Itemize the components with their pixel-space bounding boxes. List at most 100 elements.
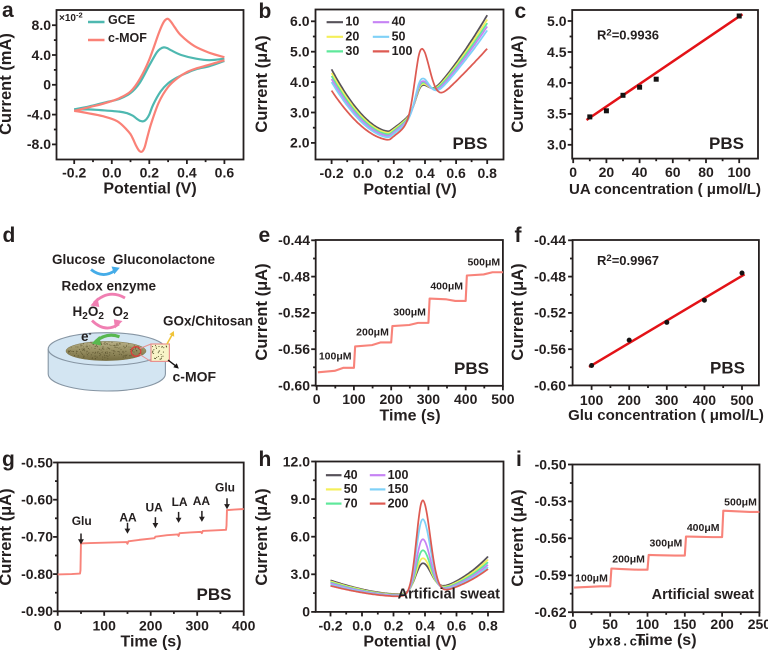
svg-text:0.6: 0.6 — [446, 165, 466, 181]
svg-text:400: 400 — [232, 618, 256, 634]
svg-text:20: 20 — [599, 164, 615, 180]
svg-text:e-: e- — [81, 329, 92, 345]
svg-text:200: 200 — [388, 496, 409, 510]
svg-text:Gluconolactone: Gluconolactone — [113, 252, 216, 267]
svg-text:250: 250 — [748, 616, 768, 632]
svg-text:500μM: 500μM — [467, 257, 500, 269]
svg-text:100μM: 100μM — [319, 351, 352, 363]
svg-text:4.0: 4.0 — [290, 74, 310, 90]
svg-text:0.2: 0.2 — [384, 165, 404, 181]
svg-text:100: 100 — [392, 44, 413, 58]
svg-text:Time (s): Time (s) — [379, 408, 440, 425]
svg-text:UA: UA — [146, 500, 164, 514]
svg-text:Potential (V): Potential (V) — [363, 634, 456, 651]
svg-text:3.5: 3.5 — [547, 106, 567, 122]
svg-text:500: 500 — [491, 391, 515, 407]
svg-text:Current (μA): Current (μA) — [509, 263, 527, 360]
svg-text:-0.2: -0.2 — [62, 165, 86, 181]
svg-text:500: 500 — [730, 392, 754, 408]
svg-text:c-MOF: c-MOF — [173, 369, 217, 385]
svg-text:300: 300 — [655, 392, 679, 408]
svg-text:-0.59: -0.59 — [535, 567, 567, 583]
svg-text:GCE: GCE — [108, 13, 135, 27]
svg-text:40: 40 — [392, 15, 406, 29]
svg-text:Glu concentration ( μmol/L): Glu concentration ( μmol/L) — [568, 407, 764, 424]
svg-text:O2: O2 — [113, 304, 130, 322]
svg-text:Artificial sweat: Artificial sweat — [398, 587, 501, 603]
svg-text:ybx8.cn: ybx8.cn — [589, 635, 646, 650]
svg-text:GOx/Chitosan: GOx/Chitosan — [163, 314, 253, 329]
svg-text:100: 100 — [728, 164, 752, 180]
svg-text:5.0: 5.0 — [547, 13, 567, 29]
svg-text:100: 100 — [580, 392, 604, 408]
svg-text:50: 50 — [602, 616, 618, 632]
svg-text:-0.53: -0.53 — [535, 493, 567, 509]
svg-text:0.4: 0.4 — [415, 165, 435, 181]
svg-text:f: f — [515, 224, 523, 247]
svg-text:40: 40 — [632, 164, 648, 180]
svg-text:c: c — [515, 0, 527, 23]
svg-text:6.0: 6.0 — [290, 13, 310, 29]
svg-text:-0.90: -0.90 — [21, 603, 53, 619]
svg-text:3.0: 3.0 — [291, 566, 311, 582]
svg-text:-0.62: -0.62 — [535, 604, 567, 620]
svg-text:PBS: PBS — [454, 359, 489, 378]
svg-text:50: 50 — [392, 29, 406, 43]
svg-text:0.0: 0.0 — [102, 165, 122, 181]
svg-text:0: 0 — [569, 616, 577, 632]
svg-text:100: 100 — [342, 391, 366, 407]
svg-text:R2=0.9967: R2=0.9967 — [597, 253, 659, 268]
svg-text:300μM: 300μM — [650, 538, 683, 550]
svg-text:0.8: 0.8 — [478, 617, 498, 633]
svg-text:Time (s): Time (s) — [120, 634, 181, 651]
svg-text:Glu: Glu — [215, 481, 235, 495]
svg-text:200: 200 — [618, 392, 642, 408]
svg-text:AA: AA — [119, 511, 137, 525]
svg-text:0.2: 0.2 — [140, 165, 160, 181]
svg-text:Artificial sweat: Artificial sweat — [652, 587, 755, 603]
svg-text:-0.60: -0.60 — [534, 377, 566, 393]
svg-text:PBS: PBS — [710, 359, 745, 378]
svg-text:0: 0 — [302, 604, 310, 620]
svg-text:0.6: 0.6 — [215, 165, 235, 181]
svg-text:400μM: 400μM — [430, 281, 463, 293]
svg-text:60: 60 — [665, 164, 681, 180]
svg-text:200: 200 — [380, 391, 404, 407]
svg-text:200μM: 200μM — [612, 554, 645, 566]
svg-text:4.0: 4.0 — [32, 47, 52, 63]
svg-text:-0.48: -0.48 — [534, 268, 566, 284]
svg-text:100μM: 100μM — [575, 573, 608, 585]
svg-text:-0.50: -0.50 — [21, 454, 53, 470]
svg-text:9.0: 9.0 — [291, 491, 311, 507]
svg-text:500μM: 500μM — [724, 497, 757, 509]
svg-text:3.0: 3.0 — [290, 104, 310, 120]
svg-text:100: 100 — [388, 468, 409, 482]
svg-text:AA: AA — [193, 494, 211, 508]
svg-text:×10-2: ×10-2 — [59, 11, 83, 25]
svg-text:g: g — [2, 448, 15, 471]
svg-text:PBS: PBS — [453, 134, 488, 153]
svg-text:-0.44: -0.44 — [534, 232, 566, 248]
svg-text:Glu: Glu — [72, 514, 92, 528]
svg-text:0: 0 — [313, 391, 321, 407]
svg-text:300: 300 — [186, 618, 210, 634]
svg-text:UA concentration ( μmol/L): UA concentration ( μmol/L) — [569, 181, 761, 198]
svg-text:4.0: 4.0 — [547, 75, 567, 91]
svg-text:8.0: 8.0 — [32, 17, 52, 33]
svg-text:e: e — [259, 224, 271, 247]
svg-text:300: 300 — [417, 391, 441, 407]
svg-text:b: b — [259, 0, 272, 23]
svg-text:Glucose: Glucose — [52, 252, 106, 267]
svg-text:30: 30 — [345, 44, 359, 58]
svg-text:-0.48: -0.48 — [278, 268, 310, 284]
svg-text:Current (μA): Current (μA) — [253, 35, 271, 132]
svg-text:a: a — [2, 0, 14, 22]
svg-text:Potential (V): Potential (V) — [103, 181, 196, 198]
svg-text:R2=0.9936: R2=0.9936 — [597, 28, 659, 43]
svg-text:100: 100 — [93, 618, 117, 634]
svg-text:6.0: 6.0 — [291, 529, 311, 545]
svg-text:-0.60: -0.60 — [278, 377, 310, 393]
svg-text:-0.80: -0.80 — [21, 566, 53, 582]
svg-text:-0.60: -0.60 — [21, 492, 53, 508]
svg-text:d: d — [3, 224, 16, 247]
